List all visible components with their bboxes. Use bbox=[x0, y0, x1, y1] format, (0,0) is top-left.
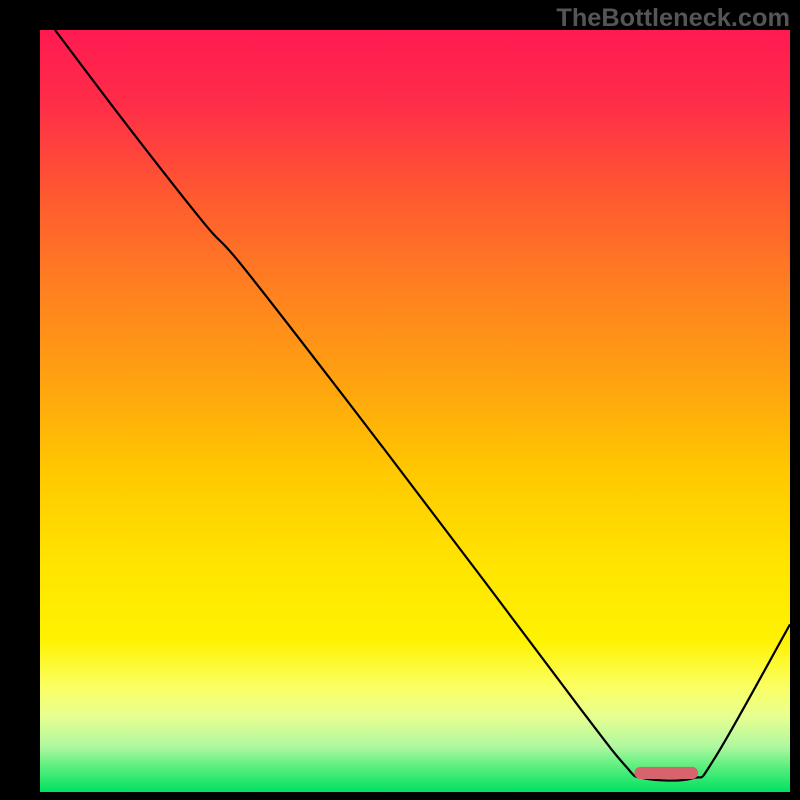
plot-area bbox=[40, 30, 790, 792]
watermark-text: TheBottleneck.com bbox=[556, 4, 790, 33]
chart-lines bbox=[40, 30, 790, 792]
bottleneck-curve bbox=[55, 30, 790, 781]
optimal-range-marker bbox=[634, 767, 698, 779]
chart-container: TheBottleneck.com bbox=[0, 0, 800, 800]
